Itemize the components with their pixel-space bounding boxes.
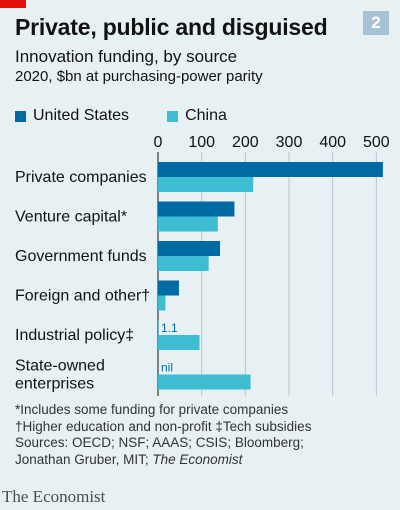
x-tick-label: 0 <box>154 134 163 151</box>
sources-line-2: Jonathan Gruber, MIT; The Economist <box>15 452 311 469</box>
bar-united-states <box>158 201 235 217</box>
bar-united-states <box>158 241 221 256</box>
bar-chart: 0 100 200 300 400 500 Private companies Venture… <box>15 134 390 396</box>
bar-china <box>158 374 251 390</box>
category-label: Venture capital* <box>15 209 127 226</box>
bar-china <box>158 335 200 350</box>
legend-label-united-states: United States <box>33 107 130 124</box>
data-label: 1.1 <box>161 321 178 335</box>
footnote-venture-capital: *Includes some funding for private compa… <box>15 402 289 417</box>
red-accent-tag <box>0 0 26 8</box>
x-tick-label: 200 <box>232 134 259 151</box>
chart-number-badge: 2 <box>363 11 389 35</box>
x-tick-label: 500 <box>363 134 390 151</box>
bar-china <box>158 295 166 311</box>
legend-swatch-china <box>167 110 179 122</box>
data-label: nil <box>161 361 173 375</box>
category-label: Government funds <box>15 248 147 265</box>
chart-subtitle: Innovation funding, by source <box>15 47 238 66</box>
x-tick-label: 400 <box>319 134 346 151</box>
sources-line: Sources: OECD; NSF; AAAS; CSIS; Bloomber… <box>15 435 304 450</box>
legend: United States China <box>15 106 265 126</box>
bar-china <box>158 177 254 192</box>
chart-units: 2020, $bn at purchasing-power parity <box>15 68 263 85</box>
footnotes: *Includes some funding for private compa… <box>15 402 311 468</box>
bar-united-states <box>158 162 383 177</box>
sources-text: Jonathan Gruber, MIT; <box>15 451 153 467</box>
legend-label-china: China <box>185 107 227 124</box>
brand-logo: The Economist <box>2 487 106 506</box>
chart-title: Private, public and disguised <box>15 14 328 40</box>
category-label: enterprises <box>15 376 94 393</box>
legend-swatch-united-states <box>15 110 26 122</box>
x-tick-label: 100 <box>188 134 215 151</box>
sources-italic: The Economist <box>152 451 243 467</box>
bar-united-states <box>158 280 179 296</box>
category-label: Private companies <box>15 169 147 186</box>
bar-china <box>158 216 218 232</box>
category-label: State-owned <box>15 358 105 375</box>
category-label: Foreign and other† <box>15 288 150 305</box>
footnote-foreign-industrial: †Higher education and non-profit ‡Tech s… <box>15 418 312 434</box>
x-tick-label: 300 <box>276 134 303 151</box>
bar-china <box>158 256 209 271</box>
category-label: Industrial policy‡ <box>15 327 134 344</box>
